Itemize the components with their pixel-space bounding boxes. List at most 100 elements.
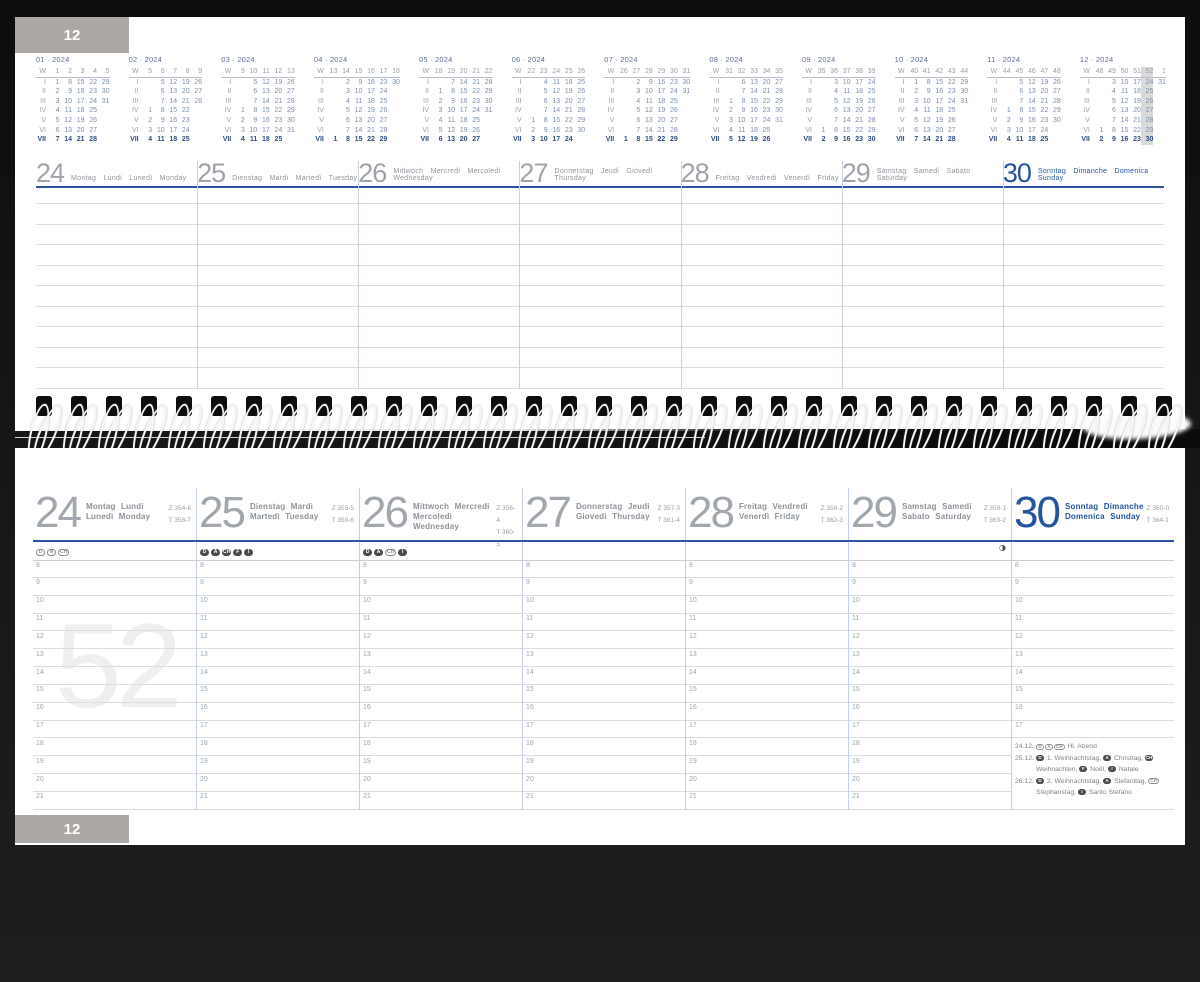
day-names-line2: Martedì Tuesday xyxy=(249,512,319,521)
hour-row: 8 xyxy=(849,560,1011,578)
date-cell: 25 xyxy=(1040,136,1049,144)
date-cell xyxy=(615,106,628,116)
date-cell: 6 xyxy=(55,126,60,134)
week-number: 22 xyxy=(527,68,536,75)
day-row-label: VII xyxy=(513,136,522,144)
hour-row: 13 xyxy=(849,649,1011,668)
mini-calendar-day-row: VII 2 9 16 23 30 xyxy=(802,135,875,145)
mini-calendar-day-row: VI 6 13 20 27 xyxy=(36,126,110,136)
date-cell: 1 xyxy=(148,107,153,115)
punch-hole xyxy=(876,396,892,416)
mini-calendar: 02 · 2024 W 5 6 7 8 9 I 5 12 19 26 II 6 13 20 27 III 7 14 21… xyxy=(128,55,203,149)
hour-row: 8 xyxy=(33,560,196,578)
mini-calendar-day-row: II 6 13 20 27 xyxy=(221,87,294,97)
date-cell: 15 xyxy=(842,126,851,134)
day-number: 28 xyxy=(688,488,735,537)
mini-calendar-day-row: VII 5 12 19 26 xyxy=(709,135,783,145)
date-cell: 5 xyxy=(914,116,919,124)
date-cell: 2 xyxy=(914,88,919,96)
mini-calendar-title: 03 · 2024 xyxy=(221,55,255,64)
date-cell: 27 xyxy=(947,126,956,134)
day-row-label: III xyxy=(318,97,324,105)
date-cell: 1 xyxy=(1099,126,1104,134)
zinstage-counter: Z 360-0 xyxy=(1146,505,1169,512)
week-number: 29 xyxy=(657,68,666,75)
date-cell: 25 xyxy=(89,107,97,115)
day-row-label: II xyxy=(610,88,615,96)
date-cell: 1 xyxy=(531,116,536,124)
hour-row: 17 xyxy=(197,721,359,739)
date-cell: 27 xyxy=(472,136,480,144)
mini-calendar-day-row: III 5 12 19 26 xyxy=(802,97,875,107)
hour-row: 16 xyxy=(360,703,522,721)
date-cell: 28 xyxy=(867,116,876,124)
date-cell: 12 xyxy=(922,116,931,124)
date-cell: 15 xyxy=(169,107,178,115)
hour-row: 11 xyxy=(1012,614,1174,632)
day-counters: Z 359-1 T 363-2 xyxy=(984,503,1008,540)
date-cell: 21 xyxy=(472,78,480,86)
hour-row: 12 xyxy=(686,631,848,650)
holiday-text: D 1. Weihnachtstag, A Christtag, CH Weih… xyxy=(1036,754,1154,774)
date-cell: 2 xyxy=(728,107,733,115)
punch-hole xyxy=(981,396,997,416)
mini-calendar: 10 · 2024 W 40 41 42 43 44 I 1 8 15 22 29 II 2 9 16 23 30 I… xyxy=(894,55,969,149)
date-cell xyxy=(998,87,1011,97)
date-cell: 24 xyxy=(1140,77,1154,88)
day-row-label: II xyxy=(517,88,522,96)
day-row-label: VI xyxy=(515,126,522,134)
date-cell: 17 xyxy=(261,126,270,134)
mini-calendar-day-row: V 3 10 17 24 31 xyxy=(709,116,783,126)
hour-row: 16 xyxy=(197,703,359,721)
date-cell: 19 xyxy=(1133,97,1141,105)
month-tab-top: 12 xyxy=(15,17,129,53)
holiday-date: 24.12. xyxy=(1015,743,1034,751)
date-cell: 9 xyxy=(253,116,258,124)
hour-row: 10 xyxy=(360,596,522,614)
week-number: 43 xyxy=(947,68,956,75)
day-row-label: I xyxy=(612,78,615,86)
date-cell: 4 xyxy=(543,78,548,86)
week-number: 2 xyxy=(68,68,72,75)
date-cell: 13 xyxy=(922,126,931,134)
mini-calendar-day-row: I 2 9 16 23 30 xyxy=(314,78,400,88)
day-column: 26 Mittwoch Mercredi Mercoledì Wednesday Z … xyxy=(359,488,522,810)
mini-calendar-week-row: W 13 14 15 16 17 18 xyxy=(313,67,400,78)
date-cell: 20 xyxy=(762,78,771,86)
ruled-line xyxy=(36,286,1164,307)
day-names-line1: Dienstag Mardi xyxy=(249,502,314,511)
date-cell: 29 xyxy=(484,88,493,96)
mini-calendar: 09 · 2024 W 35 36 37 38 39 I 3 10 17 24 II 4 11 18 25 III… xyxy=(802,55,876,149)
day-row-label: II xyxy=(319,88,324,96)
day-column-header: 24 Montag Lundi Lunedì Monday Z 354-6 T 358-… xyxy=(33,488,196,540)
date-cell: 21 xyxy=(762,88,771,96)
hour-row: 14 xyxy=(33,667,196,685)
punch-hole xyxy=(246,396,262,416)
bottom-page: 52 24 Montag Lundi Lunedì Monday Z 354-6 T 3… xyxy=(15,448,1185,845)
date-cell: 29 xyxy=(379,136,388,144)
week-row-label: W xyxy=(607,68,615,75)
day-row-label: IV xyxy=(39,107,46,115)
week-number: 9 xyxy=(198,68,203,75)
week-number: 1 xyxy=(1161,68,1166,75)
hour-row: 16 xyxy=(523,703,685,721)
date-cell: 3 xyxy=(914,97,919,105)
page-edge-line xyxy=(15,437,705,438)
date-cell: 8 xyxy=(741,97,746,105)
date-cell: 4 xyxy=(148,136,153,144)
date-cell: 17 xyxy=(459,107,468,115)
country-badge: CH xyxy=(58,549,70,557)
date-cell: 20 xyxy=(76,126,85,134)
week-number: 35 xyxy=(775,68,783,75)
date-cell: 4 xyxy=(1111,88,1116,96)
punch-hole xyxy=(911,396,927,416)
punch-hole xyxy=(1156,396,1172,416)
mini-calendar-day-row: III 4 11 18 25 xyxy=(604,97,690,107)
mini-calendar-day-row: V 4 11 18 25 xyxy=(419,116,493,126)
date-cell: 24 xyxy=(762,116,771,124)
mini-calendar: 08 · 2024 W 31 32 33 34 35 I 6 13 20 27 II 7 14 21 28 III… xyxy=(709,55,783,149)
hour-row: 20 xyxy=(849,774,1011,792)
day-row-label: IV xyxy=(515,107,522,115)
date-cell: 25 xyxy=(472,116,480,124)
hour-row: 21 xyxy=(360,792,522,810)
